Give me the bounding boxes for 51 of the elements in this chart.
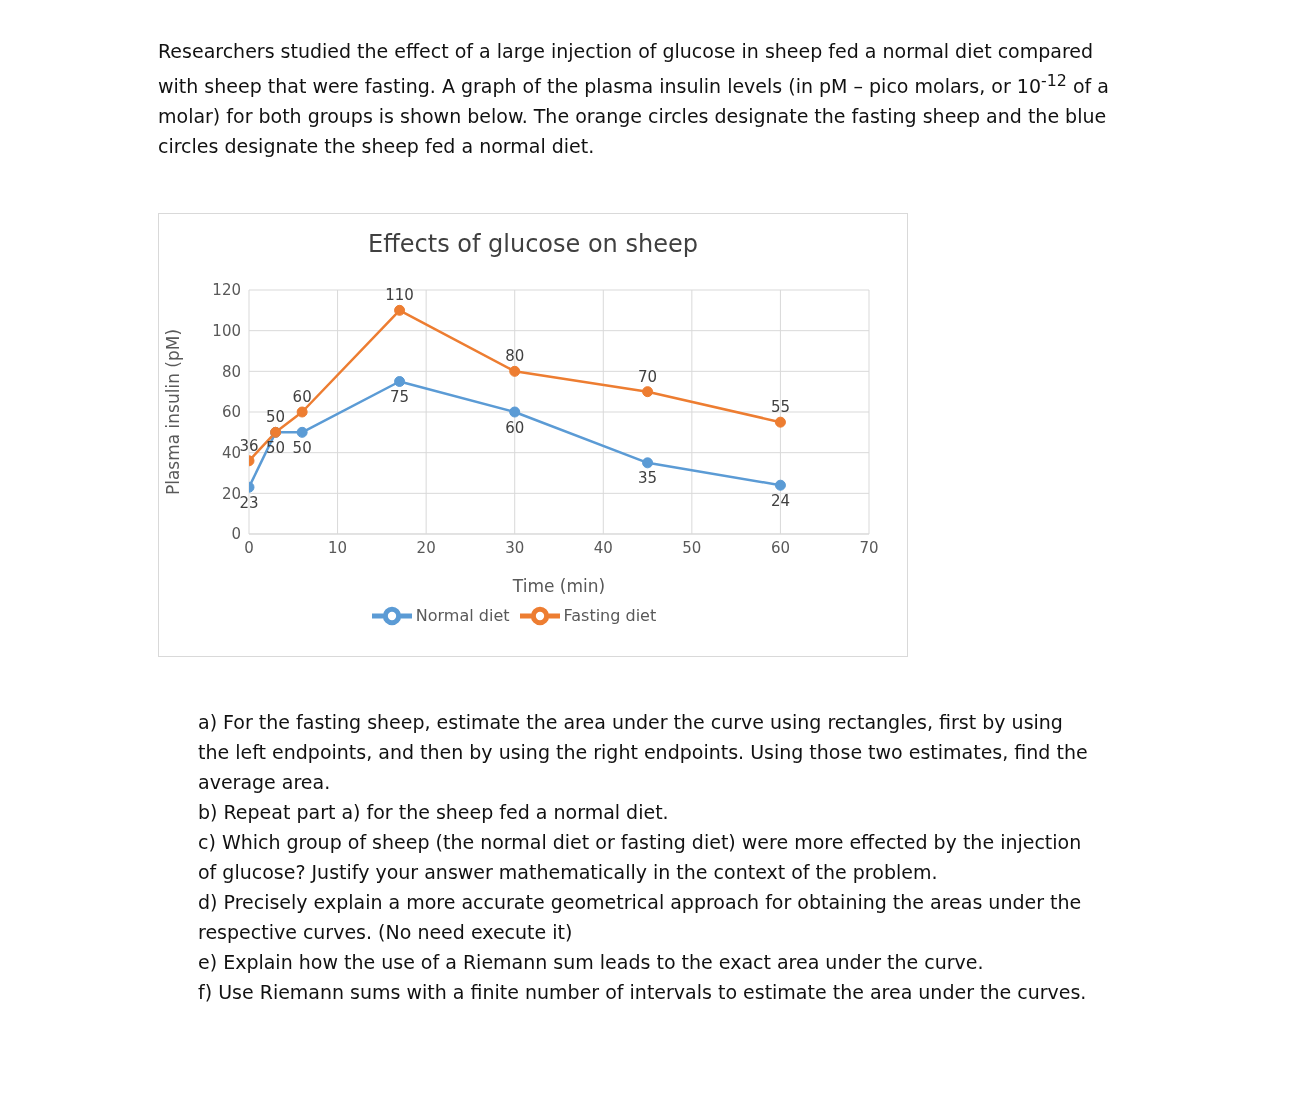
data-label: 75 xyxy=(390,388,410,407)
data-label: 70 xyxy=(638,367,658,386)
y-tick-label: 0 xyxy=(231,525,241,544)
data-label: 55 xyxy=(770,398,790,417)
text: c) Which group of sheep (the normal diet or fasting diet) were more effected by the injection of glucose? Justify your answer mathematically in the context of the problem. xyxy=(198,830,1083,886)
data-label: 36 xyxy=(239,437,259,456)
text: d) Precisely explain a more accurate geometrical approach for obtaining the areas under the respective curves. (No need execute it) xyxy=(198,890,1083,946)
x-tick-label: 50 xyxy=(682,538,702,557)
chart-title: Effects of glucose on sheep xyxy=(367,230,699,259)
point xyxy=(296,427,308,439)
data-label: 50 xyxy=(266,439,286,458)
text: Researchers studied the effect of a large injection of glucose in sheep fed a normal diet compared with sheep that were fasting. A graph of the plasma insulin levels (in pM – pico molars, or 10$^{-12}$ of a molar) for both groups is shown below. The orange circles designate the fasting sheep and the blue circles designate the sheep fed a normal diet. xyxy=(158,39,1110,160)
data-label: 35 xyxy=(638,469,658,488)
y-tick-label: 80 xyxy=(221,362,241,381)
y-tick-label: 20 xyxy=(221,484,241,503)
x-axis-title: Time (min) xyxy=(511,576,606,597)
data-label: 60 xyxy=(505,418,525,437)
point xyxy=(296,406,308,418)
x-tick-label: 70 xyxy=(859,538,879,557)
point xyxy=(394,376,406,388)
point xyxy=(509,406,521,418)
legend-label: Normal diet xyxy=(415,605,510,625)
data-label: 24 xyxy=(770,492,790,511)
y-tick-label: 40 xyxy=(221,444,241,463)
data-label: 60 xyxy=(292,388,312,407)
data-label: 50 xyxy=(292,439,312,458)
data-label: 110 xyxy=(385,286,414,305)
x-tick-label: 40 xyxy=(593,538,613,557)
x-tick-label: 60 xyxy=(770,538,790,557)
point xyxy=(642,386,654,398)
text: b) Repeat part a) for the sheep fed a normal diet. xyxy=(198,800,670,826)
text: f) Use Riemann sums with a finite number of intervals to estimate the area under the curves. xyxy=(198,980,1088,1006)
x-tick-label: 20 xyxy=(416,538,436,557)
data-label: 23 xyxy=(239,494,259,513)
point xyxy=(774,417,786,428)
y-tick-label: 60 xyxy=(221,403,241,422)
x-tick-label: 10 xyxy=(328,538,348,557)
point xyxy=(394,305,406,317)
point xyxy=(642,457,654,469)
data-label: 50 xyxy=(266,408,286,427)
point xyxy=(774,480,786,492)
x-tick-label: 30 xyxy=(505,538,525,557)
y-axis-title: Plasma insulin (pM) xyxy=(163,329,184,496)
x-tick-label: 0 xyxy=(244,538,254,557)
data-label: 80 xyxy=(505,347,525,366)
point xyxy=(509,366,521,378)
y-tick-label: 100 xyxy=(212,322,241,341)
y-tick-label: 120 xyxy=(212,281,241,300)
legend-label: Fasting diet xyxy=(563,605,657,625)
text: e) Explain how the use of a Riemann sum leads to the exact area under the curve. xyxy=(198,950,985,976)
text: a) For the fasting sheep, estimate the area under the curve using rectangles, first by using the left endpoints, and then by using the right endpoints. Using those two estimates, find the average area. xyxy=(198,710,1089,796)
